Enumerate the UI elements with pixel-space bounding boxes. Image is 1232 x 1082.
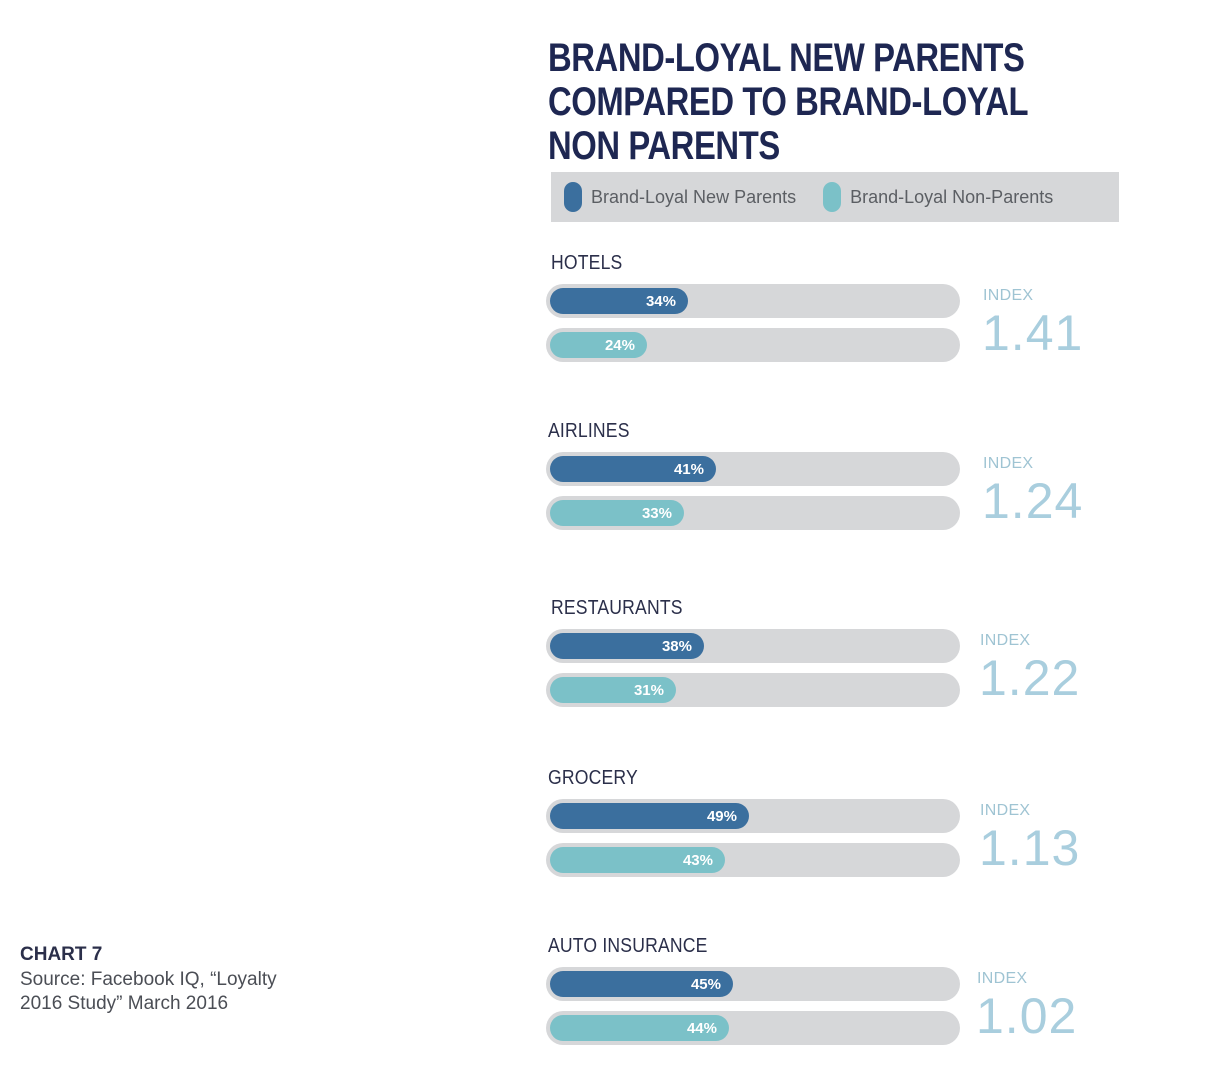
index-value-grocery: 1.13 (979, 820, 1081, 876)
index-caption-restaurants: INDEX (980, 632, 1031, 649)
source-title: CHART 7 (20, 944, 103, 965)
bar-nonparents-restaurants: 31% (550, 677, 676, 703)
index-caption-grocery: INDEX (980, 802, 1031, 819)
category-label-restaurants: RESTAURANTS (551, 597, 683, 619)
bar-nonparents-grocery: 43% (550, 847, 725, 873)
source-text: Source: Facebook IQ, “Loyalty 2016 Study… (20, 969, 277, 1014)
index-value-hotels: 1.41 (982, 305, 1084, 361)
bar-value-label: 44% (686, 1019, 717, 1037)
bar-track-grocery-0: 49% (546, 799, 960, 833)
chart-title: BRAND-LOYAL NEW PARENTS COMPARED TO BRAN… (548, 36, 1028, 168)
bar-parents-airlines: 41% (550, 456, 716, 482)
bar-value-label: 34% (645, 292, 676, 310)
bar-nonparents-hotels: 24% (550, 332, 647, 358)
index-value-restaurants: 1.22 (979, 650, 1081, 706)
bar-value-label: 31% (633, 681, 664, 699)
bar-value-label: 41% (673, 460, 704, 478)
bar-parents-restaurants: 38% (550, 633, 704, 659)
category-label-airlines: AIRLINES (548, 420, 630, 442)
bar-value-label: 38% (661, 637, 692, 655)
index-value-airlines: 1.24 (982, 473, 1084, 529)
bar-value-label: 24% (604, 336, 635, 354)
bar-track-auto-insurance-1: 44% (546, 1011, 960, 1045)
bar-track-hotels-0: 34% (546, 284, 960, 318)
bar-track-restaurants-1: 31% (546, 673, 960, 707)
legend-label-nonparents: Brand-Loyal Non-Parents (850, 186, 1054, 207)
bar-track-hotels-1: 24% (546, 328, 960, 362)
bar-value-label: 43% (682, 851, 713, 869)
bar-track-airlines-1: 33% (546, 496, 960, 530)
bar-parents-grocery: 49% (550, 803, 749, 829)
index-caption-airlines: INDEX (983, 455, 1034, 472)
index-value-auto-insurance: 1.02 (976, 988, 1078, 1044)
bar-value-label: 33% (641, 504, 672, 522)
bar-parents-hotels: 34% (550, 288, 688, 314)
bar-value-label: 49% (706, 807, 737, 825)
legend-item-nonparents: Brand-Loyal Non-Parents (823, 182, 1053, 212)
index-caption-hotels: INDEX (983, 287, 1034, 304)
legend-swatch-parents (564, 182, 582, 212)
bar-track-auto-insurance-0: 45% (546, 967, 960, 1001)
bar-value-label: 45% (690, 975, 721, 993)
bar-parents-auto-insurance: 45% (550, 971, 733, 997)
index-caption-auto-insurance: INDEX (977, 970, 1028, 987)
category-label-auto-insurance: AUTO INSURANCE (548, 935, 708, 957)
legend-label-parents: Brand-Loyal New Parents (591, 186, 797, 207)
bar-track-grocery-1: 43% (546, 843, 960, 877)
bar-track-airlines-0: 41% (546, 452, 960, 486)
category-label-hotels: HOTELS (551, 252, 623, 274)
legend-swatch-nonparents (823, 182, 842, 212)
legend-item-parents: Brand-Loyal New Parents (564, 182, 796, 212)
bar-nonparents-airlines: 33% (550, 500, 684, 526)
bar-nonparents-auto-insurance: 44% (550, 1015, 729, 1041)
legend: Brand-Loyal New Parents Brand-Loyal Non-… (551, 172, 1119, 222)
category-label-grocery: GROCERY (548, 767, 638, 789)
bar-track-restaurants-0: 38% (546, 629, 960, 663)
